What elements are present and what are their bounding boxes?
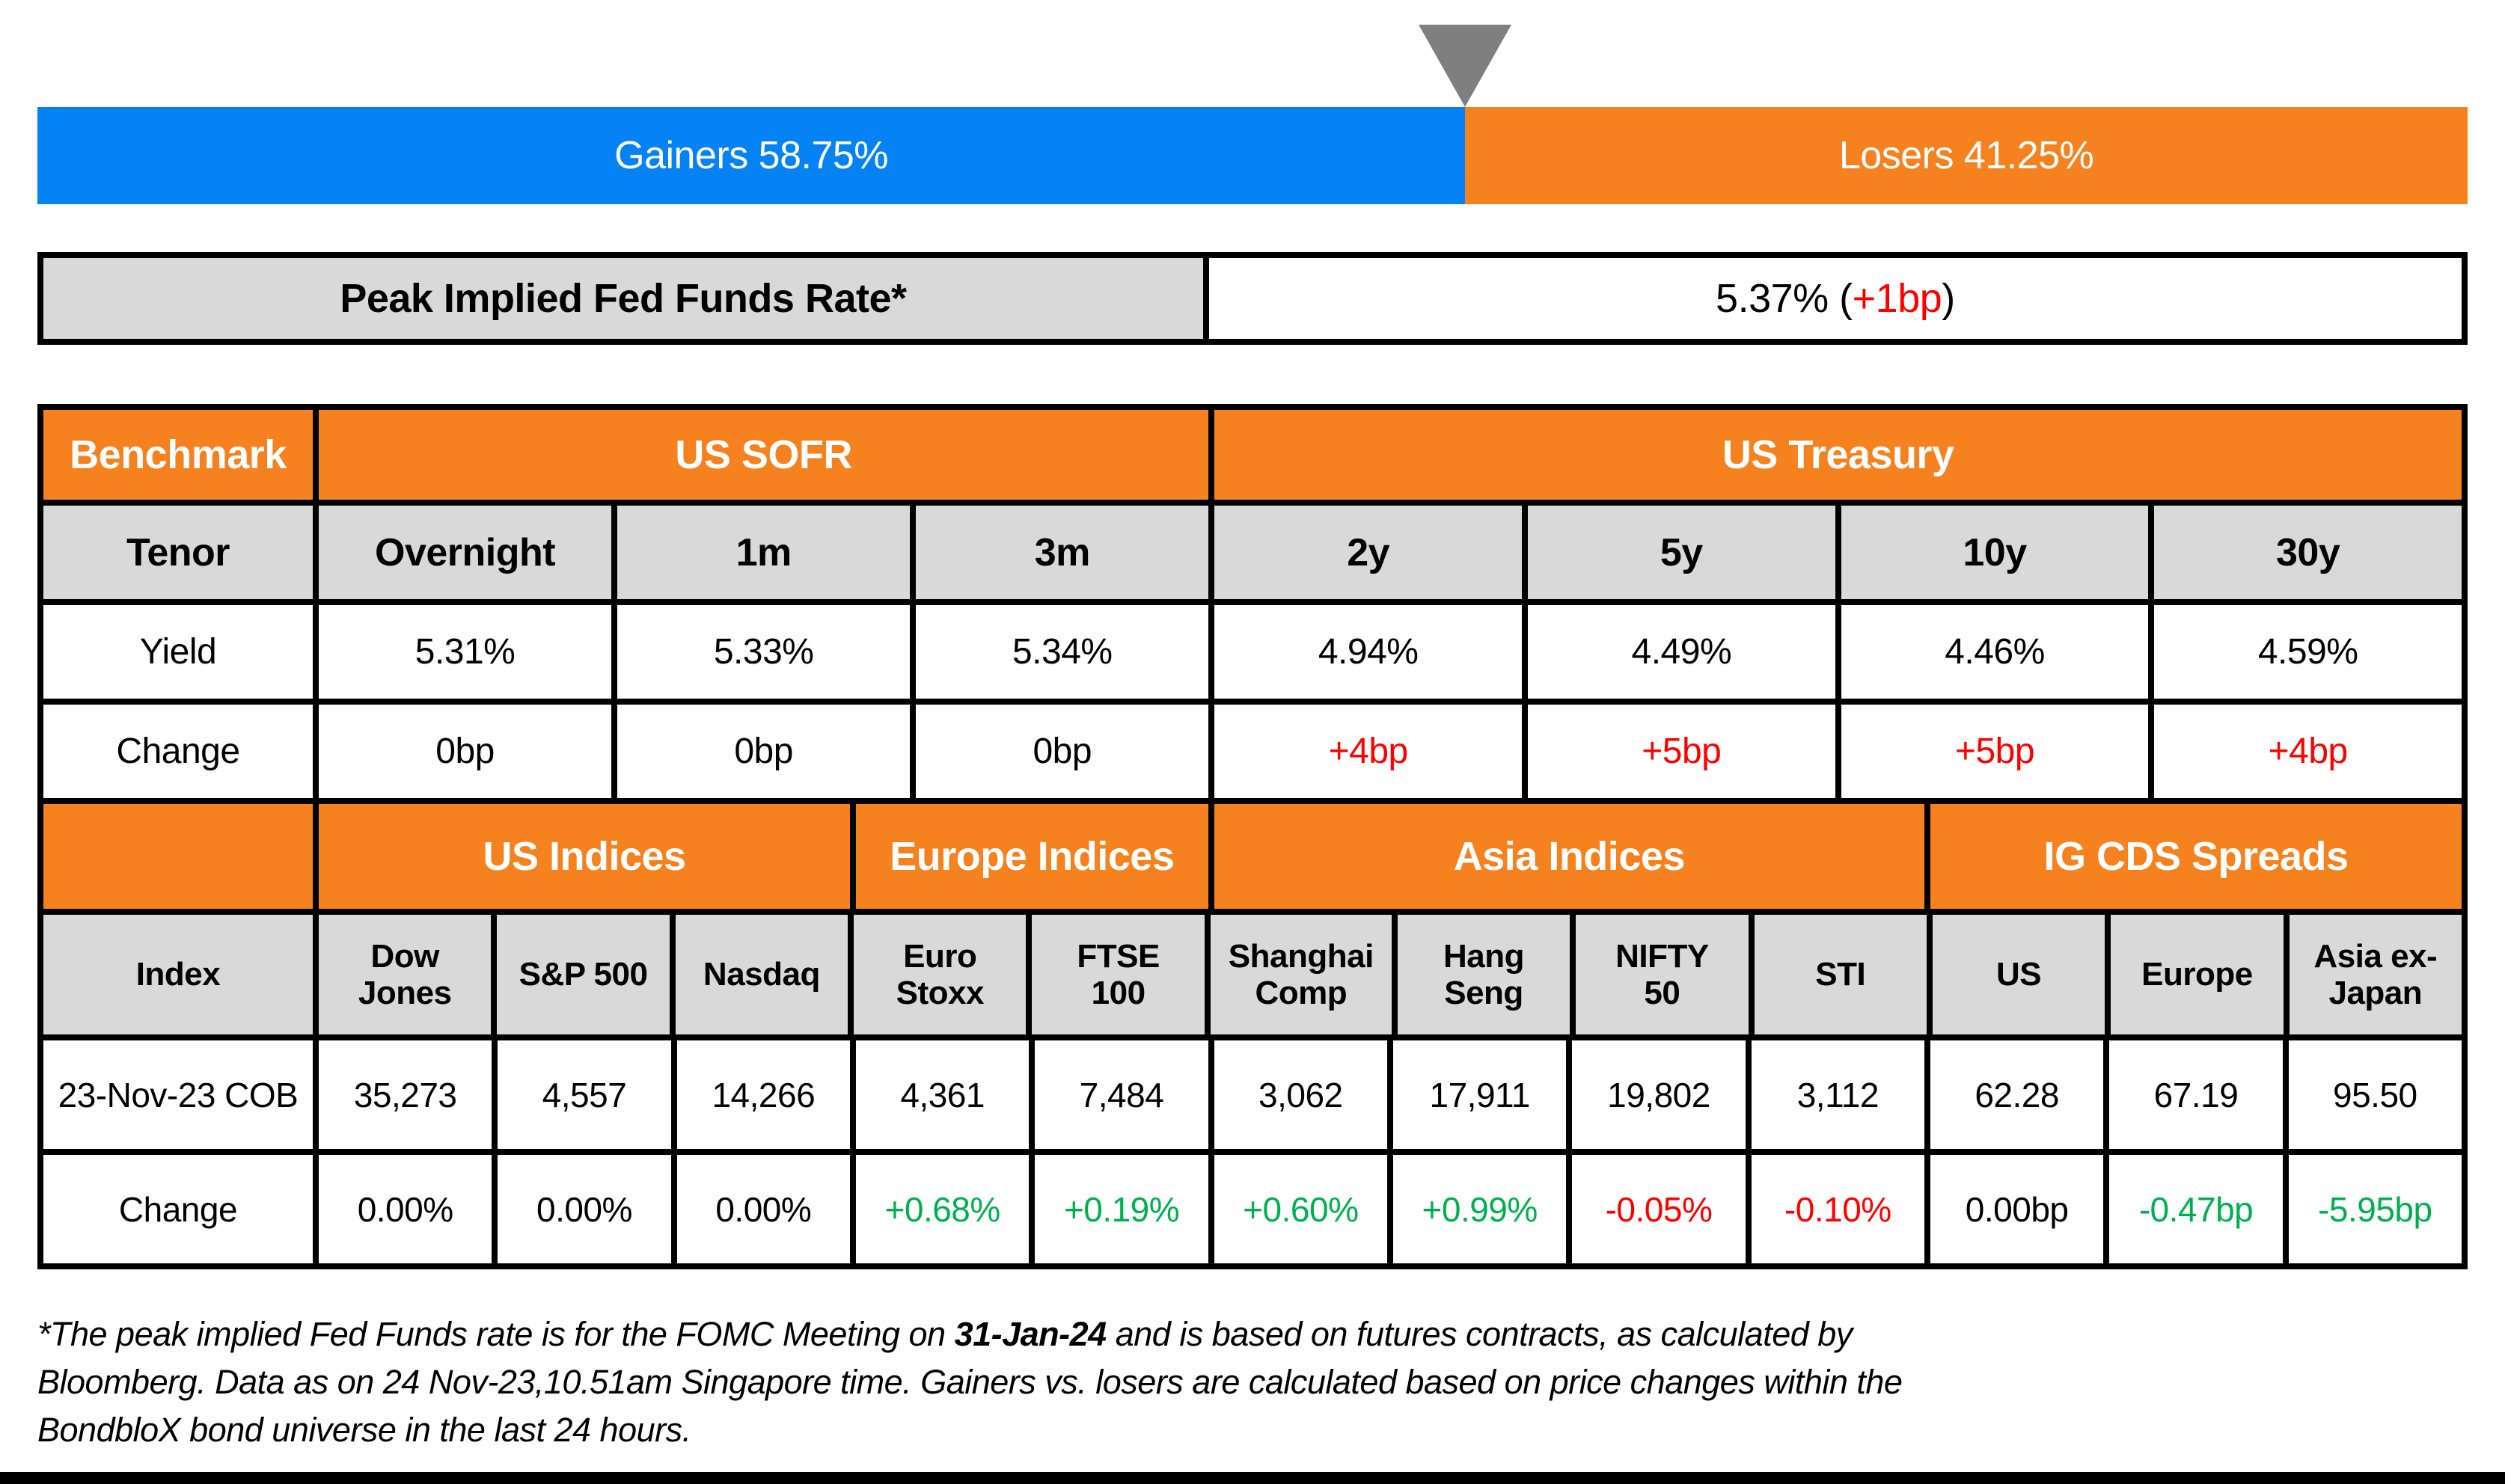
- benchmark-header-row: Benchmark US SOFR US Treasury: [43, 410, 2462, 500]
- yield-cell: 4.59%: [2154, 605, 2462, 699]
- index-name-cell: Hang Seng: [1397, 915, 1570, 1034]
- bottom-border-bar: [0, 1472, 2505, 1484]
- index-name-cell: FTSE 100: [1032, 915, 1205, 1034]
- change-row-label: Change: [43, 705, 313, 798]
- peak-rate-label: Peak Implied Fed Funds Rate*: [43, 258, 1209, 339]
- yield-row: Yield 5.31% 5.33% 5.34% 4.94% 4.49% 4.46…: [43, 605, 2462, 699]
- change-cell: 0bp: [916, 705, 1209, 798]
- peak-rate-number: 5.37% (: [1716, 276, 1853, 321]
- losers-label: Losers 41.25%: [1838, 134, 2094, 177]
- change-cell: +5bp: [1841, 705, 2149, 798]
- peak-rate-change: +1bp: [1852, 276, 1942, 321]
- change-cell: +4bp: [1214, 705, 1522, 798]
- us-treasury-group-header: US Treasury: [1214, 410, 2462, 500]
- footnote-line-2: Bloomberg. Data as on 24 Nov-23,10.51am …: [37, 1362, 1903, 1401]
- benchmark-change-row: Change 0bp 0bp 0bp +4bp +5bp +5bp +4bp: [43, 705, 2462, 798]
- yield-cell: 5.34%: [916, 605, 1209, 699]
- cob-value-cell: 19,802: [1572, 1040, 1746, 1149]
- yield-cell: 5.31%: [319, 605, 612, 699]
- gainers-label: Gainers 58.75%: [614, 134, 889, 177]
- peak-rate-row: Peak Implied Fed Funds Rate* 5.37% (+1bp…: [37, 252, 2468, 345]
- footnote-line-3: BondbloX bond universe in the last 24 ho…: [37, 1410, 691, 1449]
- cob-value-cell: 14,266: [676, 1040, 850, 1149]
- gainers-losers-bar: Gainers 58.75% Losers 41.25%: [37, 107, 2468, 204]
- footnote: *The peak implied Fed Funds rate is for …: [37, 1310, 2468, 1454]
- cob-value-cell: 67.19: [2109, 1040, 2283, 1149]
- index-change-cell: 0.00%: [676, 1155, 850, 1263]
- gainers-segment: Gainers 58.75%: [37, 107, 1466, 204]
- change-cell: +5bp: [1527, 705, 1835, 798]
- index-change-cell: -0.05%: [1572, 1155, 1746, 1263]
- index-change-cell: -0.47bp: [2109, 1155, 2283, 1263]
- cob-value-cell: 3,112: [1751, 1040, 1924, 1149]
- cob-value-cell: 62.28: [1930, 1040, 2104, 1149]
- change-cell: 0bp: [319, 705, 612, 798]
- index-row-label: Index: [43, 915, 313, 1034]
- us-indices-group-header: US Indices: [319, 804, 850, 909]
- index-name-cell: Nasdaq: [675, 915, 848, 1034]
- yield-cell: 5.33%: [617, 605, 911, 699]
- ig-cds-group-header: IG CDS Spreads: [1930, 804, 2462, 909]
- cob-value-cell: 35,273: [319, 1040, 492, 1149]
- europe-indices-group-header: Europe Indices: [856, 804, 1208, 909]
- tenor-cell: 3m: [916, 506, 1209, 599]
- peak-rate-value: 5.37% (+1bp): [1208, 258, 2462, 339]
- peak-rate-close: ): [1942, 276, 1955, 321]
- tenor-cell: 5y: [1527, 506, 1835, 599]
- yield-cell: 4.94%: [1214, 605, 1522, 699]
- footnote-bold-date: 31-Jan-24: [954, 1315, 1107, 1353]
- index-name-cell: Shanghai Comp: [1210, 915, 1392, 1034]
- corner-cell: [43, 804, 313, 909]
- cob-value-cell: 4,361: [855, 1040, 1030, 1149]
- tenor-cell: 1m: [617, 506, 911, 599]
- yield-row-label: Yield: [43, 605, 313, 699]
- tenor-cell: 10y: [1841, 506, 2149, 599]
- gainers-losers-marker: [1419, 25, 1512, 107]
- change-cell: 0bp: [617, 705, 911, 798]
- losers-segment: Losers 41.25%: [1465, 107, 2468, 204]
- cob-value-cell: 3,062: [1214, 1040, 1387, 1149]
- index-name-cell: Asia ex-Japan: [2289, 915, 2462, 1034]
- index-name-cell: NIFTY 50: [1576, 915, 1749, 1034]
- index-change-cell: 0.00bp: [1930, 1155, 2104, 1263]
- tenor-row: Tenor Overnight 1m 3m 2y 5y 10y 30y: [43, 506, 2462, 599]
- data-tables: Benchmark US SOFR US Treasury Tenor Over…: [37, 404, 2468, 1269]
- indices-change-row: Change 0.00% 0.00% 0.00% +0.68% +0.19% +…: [43, 1155, 2462, 1263]
- index-change-cell: 0.00%: [319, 1155, 492, 1263]
- index-change-cell: +0.60%: [1214, 1155, 1387, 1263]
- index-name-cell: Europe: [2111, 915, 2284, 1034]
- tenor-cell: 2y: [1214, 506, 1522, 599]
- indices-header-row: US Indices Europe Indices Asia Indices I…: [43, 804, 2462, 909]
- index-name-cell: Euro Stoxx: [854, 915, 1027, 1034]
- cob-values-row: 23-Nov-23 COB 35,273 4,557 14,266 4,361 …: [43, 1040, 2462, 1149]
- index-change-cell: -5.95bp: [2288, 1155, 2462, 1263]
- benchmark-group-header: Benchmark: [43, 410, 313, 500]
- footnote-line-1: *The peak implied Fed Funds rate is for …: [37, 1315, 1853, 1353]
- asia-indices-group-header: Asia Indices: [1214, 804, 1924, 909]
- cob-value-cell: 4,557: [498, 1040, 671, 1149]
- index-names-row: Index Dow Jones S&P 500 Nasdaq Euro Stox…: [43, 915, 2462, 1034]
- us-sofr-group-header: US SOFR: [319, 410, 1209, 500]
- index-change-cell: 0.00%: [498, 1155, 671, 1263]
- index-change-cell: +0.68%: [855, 1155, 1030, 1263]
- cob-value-cell: 7,484: [1035, 1040, 1208, 1149]
- indices-change-row-label: Change: [43, 1155, 313, 1263]
- yield-cell: 4.46%: [1841, 605, 2149, 699]
- index-change-cell: +0.19%: [1035, 1155, 1208, 1263]
- cob-value-cell: 95.50: [2288, 1040, 2462, 1149]
- index-change-cell: -0.10%: [1751, 1155, 1924, 1263]
- index-name-cell: STI: [1754, 915, 1927, 1034]
- index-name-cell: S&P 500: [497, 915, 670, 1034]
- index-change-cell: +0.99%: [1392, 1155, 1567, 1263]
- index-name-cell: Dow Jones: [319, 915, 492, 1034]
- tenor-cell: Overnight: [319, 506, 612, 599]
- change-cell: +4bp: [2154, 705, 2462, 798]
- yield-cell: 4.49%: [1527, 605, 1835, 699]
- cob-value-cell: 17,911: [1392, 1040, 1567, 1149]
- tenor-row-label: Tenor: [43, 506, 313, 599]
- index-name-cell: US: [1932, 915, 2105, 1034]
- tenor-cell: 30y: [2154, 506, 2462, 599]
- cob-row-label: 23-Nov-23 COB: [43, 1040, 313, 1149]
